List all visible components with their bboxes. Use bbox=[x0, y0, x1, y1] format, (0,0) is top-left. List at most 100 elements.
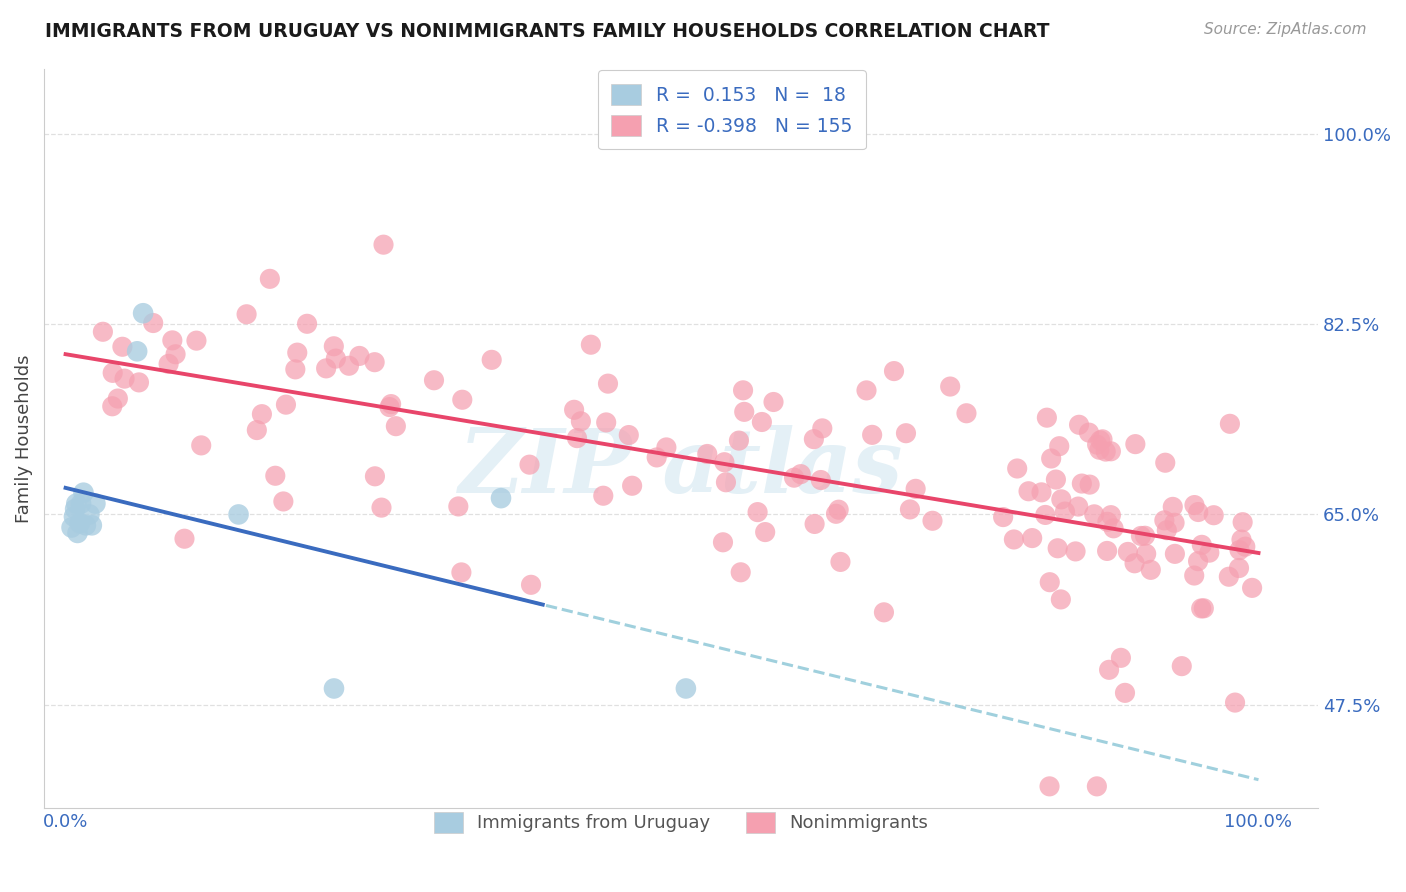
Point bbox=[101, 399, 124, 413]
Point bbox=[349, 349, 371, 363]
Point bbox=[447, 500, 470, 514]
Point bbox=[1053, 505, 1076, 519]
Point bbox=[803, 432, 825, 446]
Point bbox=[579, 337, 602, 351]
Point bbox=[1031, 485, 1053, 500]
Point bbox=[783, 471, 806, 485]
Point bbox=[1078, 477, 1101, 491]
Point bbox=[904, 482, 927, 496]
Point bbox=[1234, 540, 1257, 554]
Point bbox=[285, 345, 308, 359]
Legend: Immigrants from Uruguay, Nonimmigrants: Immigrants from Uruguay, Nonimmigrants bbox=[426, 805, 936, 839]
Point bbox=[91, 325, 114, 339]
Point bbox=[1116, 545, 1139, 559]
Point bbox=[1070, 476, 1092, 491]
Point bbox=[1039, 575, 1062, 590]
Text: Source: ZipAtlas.com: Source: ZipAtlas.com bbox=[1204, 22, 1367, 37]
Point bbox=[363, 355, 385, 369]
Point bbox=[142, 316, 165, 330]
Point bbox=[830, 555, 852, 569]
Point bbox=[250, 407, 273, 421]
Point bbox=[955, 406, 977, 420]
Point bbox=[1218, 570, 1240, 584]
Point bbox=[1133, 529, 1156, 543]
Point bbox=[450, 566, 472, 580]
Point bbox=[60, 520, 83, 534]
Point bbox=[1219, 417, 1241, 431]
Point bbox=[1099, 508, 1122, 523]
Point bbox=[1090, 434, 1112, 448]
Point bbox=[1018, 484, 1040, 499]
Point bbox=[295, 317, 318, 331]
Point bbox=[711, 535, 734, 549]
Point bbox=[655, 441, 678, 455]
Point bbox=[1164, 547, 1187, 561]
Point bbox=[592, 489, 614, 503]
Point bbox=[855, 384, 877, 398]
Point bbox=[72, 485, 94, 500]
Point bbox=[1091, 433, 1114, 447]
Point bbox=[364, 469, 387, 483]
Point bbox=[1078, 425, 1101, 440]
Point bbox=[1050, 492, 1073, 507]
Point bbox=[883, 364, 905, 378]
Point bbox=[1002, 533, 1025, 547]
Point bbox=[569, 414, 592, 428]
Point bbox=[714, 475, 737, 490]
Point bbox=[1098, 663, 1121, 677]
Point bbox=[621, 479, 644, 493]
Point bbox=[1189, 601, 1212, 615]
Point bbox=[1171, 659, 1194, 673]
Point bbox=[79, 508, 101, 522]
Point bbox=[63, 502, 86, 516]
Point bbox=[114, 371, 136, 385]
Y-axis label: Family Households: Family Households bbox=[15, 354, 32, 523]
Point bbox=[1050, 592, 1073, 607]
Point bbox=[825, 507, 848, 521]
Point bbox=[1187, 505, 1209, 519]
Point bbox=[1036, 410, 1059, 425]
Point bbox=[190, 438, 212, 452]
Point bbox=[127, 344, 149, 359]
Point bbox=[337, 359, 360, 373]
Point bbox=[645, 450, 668, 465]
Point bbox=[1227, 561, 1250, 575]
Point bbox=[322, 339, 344, 353]
Point bbox=[730, 566, 752, 580]
Point bbox=[157, 357, 180, 371]
Point bbox=[1198, 546, 1220, 560]
Text: ZIP atlas: ZIP atlas bbox=[458, 425, 903, 511]
Point bbox=[173, 532, 195, 546]
Point bbox=[731, 384, 754, 398]
Point bbox=[186, 334, 208, 348]
Point bbox=[1085, 780, 1108, 794]
Point bbox=[128, 376, 150, 390]
Point bbox=[423, 373, 446, 387]
Point bbox=[803, 516, 825, 531]
Point bbox=[811, 421, 834, 435]
Point bbox=[1067, 417, 1090, 432]
Point bbox=[1163, 516, 1185, 530]
Point bbox=[1184, 498, 1206, 512]
Point bbox=[1005, 461, 1028, 475]
Point bbox=[617, 428, 640, 442]
Point bbox=[1040, 451, 1063, 466]
Point bbox=[1083, 508, 1105, 522]
Point bbox=[1230, 533, 1253, 547]
Point bbox=[1135, 547, 1157, 561]
Point bbox=[370, 500, 392, 515]
Point bbox=[264, 468, 287, 483]
Point bbox=[162, 334, 184, 348]
Point bbox=[1094, 444, 1116, 458]
Point bbox=[595, 416, 617, 430]
Point bbox=[751, 415, 773, 429]
Point bbox=[273, 494, 295, 508]
Point bbox=[325, 351, 347, 366]
Point bbox=[1154, 456, 1177, 470]
Point bbox=[991, 510, 1014, 524]
Point bbox=[274, 398, 297, 412]
Point bbox=[562, 402, 585, 417]
Point bbox=[111, 340, 134, 354]
Point bbox=[235, 307, 257, 321]
Point bbox=[728, 434, 751, 448]
